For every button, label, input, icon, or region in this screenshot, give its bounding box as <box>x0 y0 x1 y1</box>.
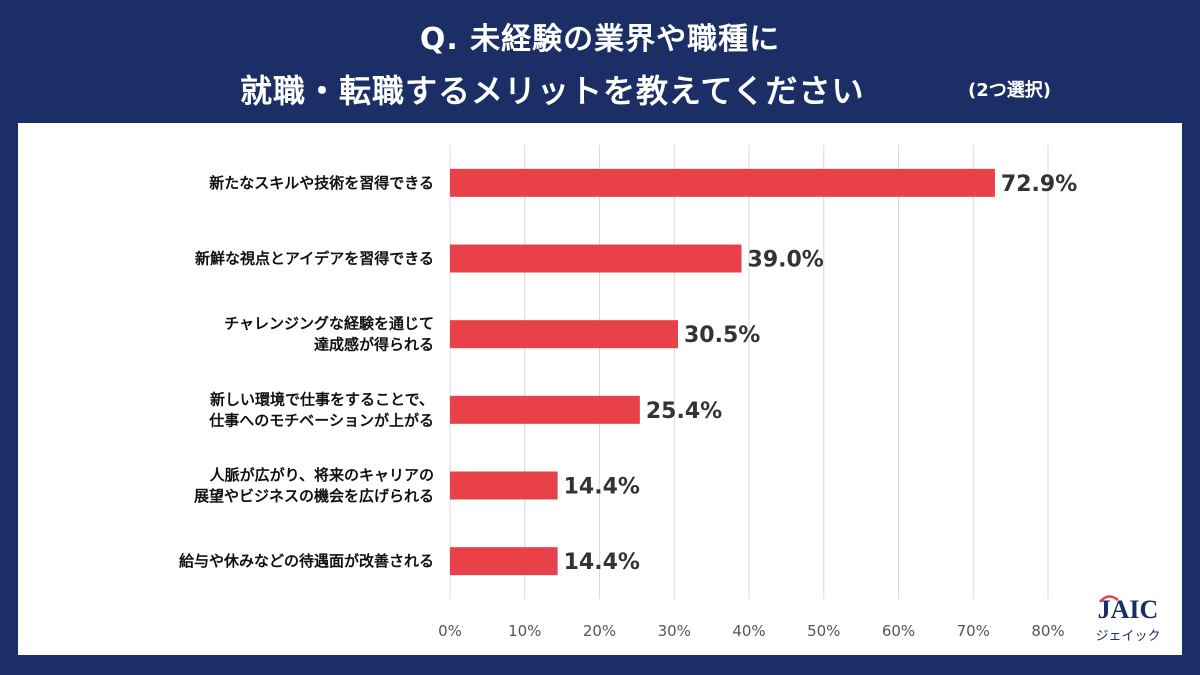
svg-text:ジェイック: ジェイック <box>1095 629 1160 644</box>
category-label: 人脈が広がり、将来のキャリアの <box>210 466 434 484</box>
chart-title-line1: Q. 未経験の業界や職種に <box>419 22 781 57</box>
category-label: 新しい環境で仕事をすることで、 <box>210 390 434 408</box>
value-label: 72.9% <box>1001 172 1077 197</box>
x-tick-label: 20% <box>583 622 616 640</box>
bar <box>450 471 558 500</box>
x-tick-label: 40% <box>732 622 765 640</box>
svg-text:JAIC: JAIC <box>1098 595 1159 624</box>
x-tick-label: 0% <box>438 622 462 640</box>
value-label: 25.4% <box>646 399 722 424</box>
bar <box>450 547 558 576</box>
value-label: 30.5% <box>684 323 760 348</box>
x-tick-label: 30% <box>658 622 691 640</box>
bar <box>450 320 678 349</box>
jaic-logo: JAIC ジェイック <box>1088 590 1168 650</box>
bar <box>450 395 640 424</box>
bar-chart: 0% 10% 20% 30% 40% 50% 60% 70% 80% 72.9% 新たなスキルや技術… <box>179 145 1077 640</box>
selection-note: (2つ選択) <box>968 80 1051 101</box>
x-tick-label: 50% <box>807 622 840 640</box>
value-label: 39.0% <box>748 248 824 273</box>
x-tick-label: 80% <box>1031 622 1064 640</box>
bar <box>450 168 995 197</box>
bar <box>450 244 742 273</box>
x-tick-label: 70% <box>957 622 990 640</box>
category-label: チャレンジングな経験を通じて <box>224 315 434 333</box>
category-label: 仕事へのモチベーションが上がる <box>208 411 434 429</box>
value-label: 14.4% <box>564 550 640 575</box>
x-tick-label: 60% <box>882 622 915 640</box>
category-label: 展望やビジネスの機会を広げられる <box>194 487 434 505</box>
category-label: 給与や休みなどの待遇面が改善される <box>179 552 434 570</box>
value-label: 14.4% <box>564 475 640 500</box>
category-label: 達成感が得られる <box>314 336 434 354</box>
chart-panel: 0% 10% 20% 30% 40% 50% 60% 70% 80% 72.9% 新たなスキルや技術… <box>18 123 1182 655</box>
chart-title-line2: 就職・転職するメリットを教えてください <box>240 72 865 110</box>
category-label: 新鮮な視点とアイデアを習得できる <box>195 250 434 268</box>
x-tick-label: 10% <box>508 622 541 640</box>
category-label: 新たなスキルや技術を習得できる <box>209 174 434 192</box>
